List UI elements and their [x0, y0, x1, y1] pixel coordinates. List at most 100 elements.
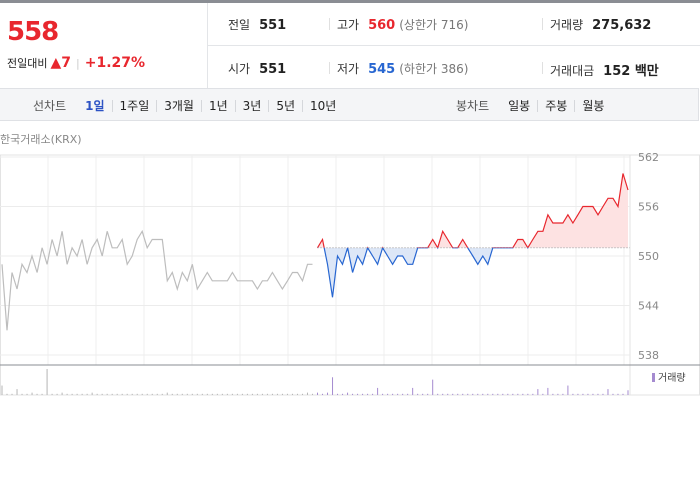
separator: |	[76, 56, 80, 70]
info-label: 거래대금	[550, 64, 595, 78]
volume-bar	[86, 393, 88, 395]
volume-bar	[246, 393, 248, 395]
top-bar	[0, 0, 700, 3]
info-label: 고가	[337, 18, 360, 32]
volume-bar	[342, 393, 344, 395]
volume-bar	[51, 393, 53, 395]
volume-bar	[16, 389, 18, 395]
volume-bar	[577, 393, 579, 395]
volume-bar	[407, 393, 409, 395]
volume-bar	[6, 393, 8, 395]
info-value: 551	[259, 62, 287, 77]
volume-bar	[522, 393, 524, 395]
data-source: 한국거래소(KRX)	[0, 133, 82, 146]
volume-bar	[76, 393, 78, 395]
volume-bar	[572, 393, 574, 395]
volume-bar	[46, 369, 48, 395]
info-label: 전일	[228, 18, 251, 32]
candle-tab-item[interactable]: 주봉	[537, 99, 574, 112]
period-tab-item[interactable]: 3년	[234, 99, 269, 112]
volume-bar	[452, 393, 454, 395]
info-cell: 저가 545 (하한가 386)	[337, 60, 468, 77]
volume-bar	[517, 393, 519, 395]
volume-bar	[387, 393, 389, 395]
volume-bar	[422, 393, 424, 395]
volume-bar	[432, 379, 434, 395]
candle-tab-item[interactable]: 월봉	[574, 99, 611, 112]
volume-bar	[226, 393, 228, 395]
info-label: 시가	[228, 62, 251, 76]
volume-bar	[457, 393, 459, 395]
volume-bar	[332, 377, 334, 395]
volume-bar	[487, 393, 489, 395]
volume-bar	[587, 393, 589, 395]
divider	[208, 45, 700, 46]
volume-bar	[171, 393, 173, 395]
volume-bar	[296, 393, 298, 395]
period-tab-item[interactable]: 1일	[85, 98, 105, 113]
volume-legend: 거래량	[658, 372, 686, 384]
change-row: 전일대비 ▲ 7 | +1.27%	[7, 55, 145, 71]
info-cell: 고가 560 (상한가 716)	[337, 16, 468, 33]
volume-legend-swatch	[652, 373, 655, 382]
price-box: 558 전일대비 ▲ 7 | +1.27%	[0, 3, 208, 88]
up-arrow: ▲	[50, 55, 62, 71]
volume-bar	[337, 393, 339, 395]
volume-bar	[412, 387, 414, 395]
period-tab-item[interactable]: 10년	[302, 99, 343, 112]
volume-bar	[417, 393, 419, 395]
volume-bar	[291, 393, 293, 395]
period-tab-item[interactable]: 3개월	[156, 99, 201, 112]
change-rate: +1.27%	[84, 55, 146, 71]
info-value: 152 백만	[603, 64, 659, 79]
volume-bar	[201, 393, 203, 395]
volume-bar	[61, 392, 63, 395]
volume-bar	[542, 393, 544, 395]
volume-bar	[31, 392, 33, 395]
volume-bar	[81, 393, 83, 395]
volume-bar	[427, 393, 429, 395]
volume-bar	[286, 393, 288, 395]
volume-bar	[71, 393, 73, 395]
volume-bar	[36, 393, 38, 395]
volume-bar	[392, 393, 394, 395]
volume-bar	[241, 393, 243, 395]
volume-bar	[362, 393, 364, 395]
volume-bar	[116, 393, 118, 395]
info-value: 545	[368, 62, 396, 77]
volume-bar	[507, 393, 509, 395]
volume-bar	[176, 393, 178, 395]
volume-bar	[206, 393, 208, 395]
volume-bar	[131, 393, 133, 395]
volume-bar	[126, 393, 128, 395]
volume-bar	[382, 393, 384, 395]
volume-bar	[251, 393, 253, 395]
candle-tab-item[interactable]: 일봉	[508, 98, 531, 113]
volume-bar	[266, 393, 268, 395]
separator	[329, 18, 330, 30]
volume-bar	[447, 393, 449, 395]
period-tab-item[interactable]: 5년	[268, 99, 302, 112]
current-price: 558	[7, 17, 59, 47]
volume-bar	[26, 393, 28, 395]
volume-bar	[402, 393, 404, 395]
y-tick-label: 544	[638, 300, 659, 313]
volume-bar	[532, 393, 534, 395]
period-tab-item[interactable]: 1년	[200, 99, 235, 112]
volume-bar	[276, 393, 278, 395]
volume-bar	[256, 393, 258, 395]
volume-bar	[467, 393, 469, 395]
volume-bar	[612, 393, 614, 395]
volume-bar	[231, 393, 233, 395]
volume-bar	[191, 393, 193, 395]
y-tick-label: 562	[638, 151, 659, 164]
volume-bar	[582, 393, 584, 395]
volume-bar	[377, 387, 379, 395]
volume-bar	[281, 393, 283, 395]
period-tab-item[interactable]: 1주일	[111, 99, 157, 112]
info-value: 275,632	[592, 18, 652, 33]
price-chart: 562 556 550 544 538 거래량	[0, 151, 700, 396]
volume-bar	[161, 393, 163, 395]
volume-bar	[101, 393, 103, 395]
plot-frame	[0, 154, 700, 396]
